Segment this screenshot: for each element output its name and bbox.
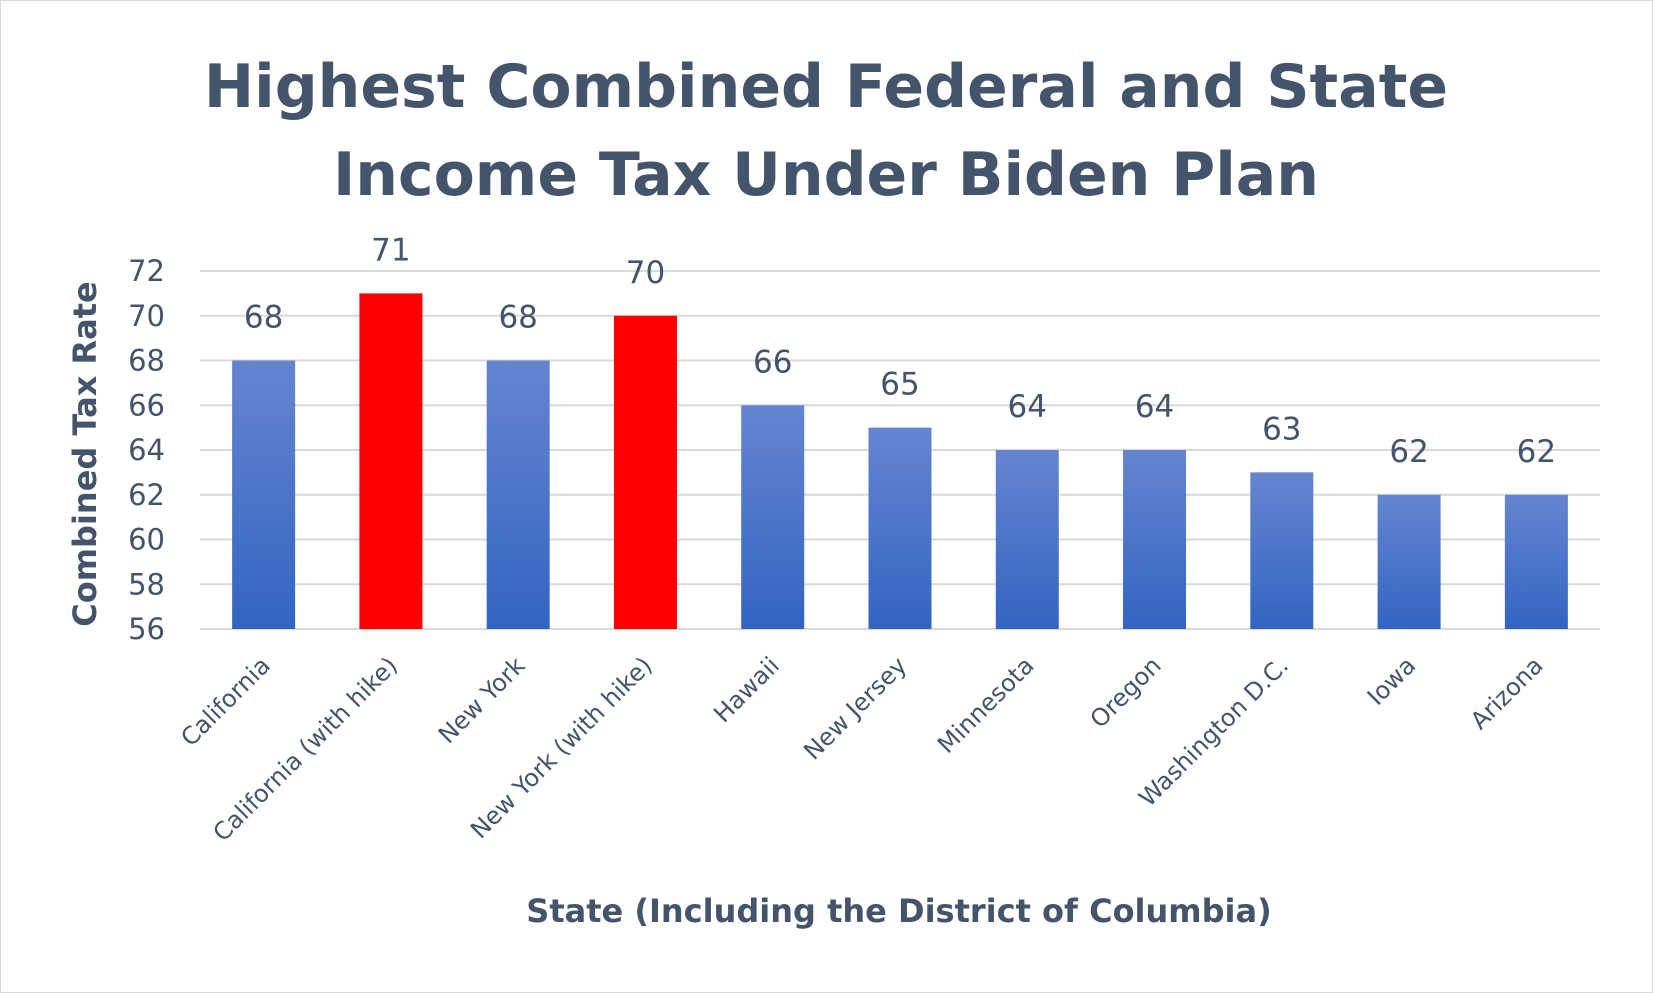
x-tick-label: Hawaii [708, 651, 785, 728]
bar [232, 360, 296, 629]
chart-title-line-2: Income Tax Under Biden Plan [333, 140, 1319, 210]
y-tick-label: 72 [128, 254, 165, 288]
x-tick-label: New York [433, 651, 531, 749]
data-label: 64 [1008, 389, 1047, 425]
bar [359, 293, 423, 629]
data-label: 71 [371, 232, 410, 268]
bars [232, 293, 1568, 629]
bar [1250, 472, 1314, 629]
bar [1123, 450, 1187, 629]
x-tick-label: California [175, 651, 275, 751]
data-label: 70 [626, 255, 665, 291]
x-tick-label: New Jersey [798, 651, 912, 765]
y-tick-label: 68 [128, 344, 165, 378]
data-label: 64 [1135, 389, 1174, 425]
y-axis-ticks: 56 58 60 62 64 66 68 70 72 [128, 254, 165, 646]
data-label: 62 [1517, 434, 1556, 470]
bar [1504, 494, 1568, 629]
y-axis-title: Combined Tax Rate [66, 281, 104, 627]
y-tick-label: 70 [128, 299, 165, 333]
y-tick-label: 66 [128, 388, 165, 422]
bar [868, 427, 932, 629]
y-tick-label: 62 [128, 478, 165, 512]
data-label: 63 [1262, 411, 1301, 447]
x-tick-label: Arizona [1465, 651, 1549, 735]
data-label: 66 [753, 344, 792, 380]
y-tick-label: 56 [128, 612, 165, 646]
data-labels: 68 71 68 70 66 65 64 64 63 62 62 [244, 232, 1556, 469]
y-tick-label: 60 [128, 523, 165, 557]
data-label: 62 [1389, 434, 1428, 470]
x-tick-label: Iowa [1362, 651, 1421, 710]
bar [1377, 494, 1441, 629]
bar [741, 405, 805, 629]
bar [613, 315, 677, 629]
chart-title-line-1: Highest Combined Federal and State [204, 52, 1448, 122]
y-tick-label: 58 [128, 567, 165, 601]
x-axis-title: State (Including the District of Columbi… [526, 892, 1271, 930]
y-tick-label: 64 [128, 433, 165, 467]
data-label: 68 [498, 300, 537, 336]
x-tick-label: Minnesota [932, 651, 1039, 758]
data-label: 68 [244, 300, 283, 336]
x-tick-label: Oregon [1085, 651, 1167, 733]
bar [486, 360, 550, 629]
bar [995, 450, 1059, 629]
data-label: 65 [880, 367, 919, 403]
gridlines [200, 270, 1600, 630]
